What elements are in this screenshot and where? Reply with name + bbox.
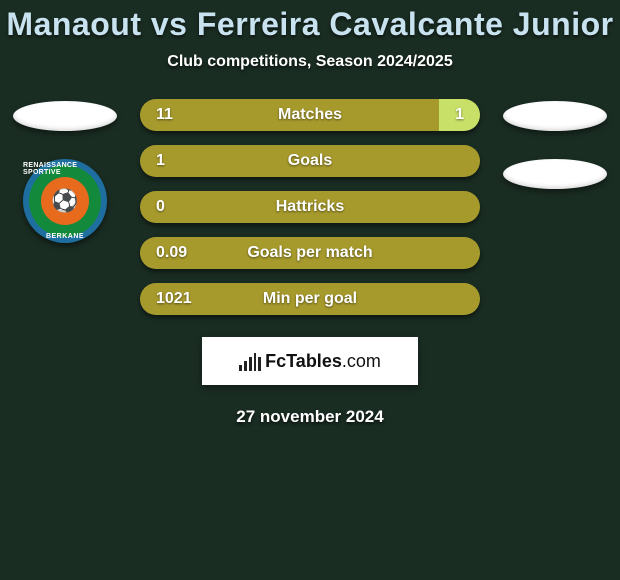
stat-bar: 0Hattricks [140,191,480,223]
stat-label: Hattricks [212,198,408,216]
date-text: 27 november 2024 [236,407,383,427]
barchart-icon-bar [254,353,257,371]
right-column [500,99,610,189]
barchart-icon-bar [244,361,247,371]
stat-value-left: 1 [140,152,212,170]
stat-bar: 0.09Goals per match [140,237,480,269]
stat-bar: 11Matches1 [140,99,480,131]
barchart-icon-bar [239,365,242,371]
page-title: Manaout vs Ferreira Cavalcante Junior [6,6,613,43]
stat-value-left: 0.09 [140,244,212,262]
stat-value-left: 0 [140,198,212,216]
left-club-crest: ⚽ RENAISSANCE SPORTIVE BERKANE [23,159,107,243]
stat-bars: 11Matches11Goals0Hattricks0.09Goals per … [140,99,480,315]
right-club-placeholder [503,159,607,189]
brand-tld: .com [342,351,381,371]
stat-value-right: 1 [408,106,480,124]
comparison-area: ⚽ RENAISSANCE SPORTIVE BERKANE 11Matches… [0,99,620,315]
stat-bar: 1Goals [140,145,480,177]
brand-text: FcTables.com [265,351,381,372]
stat-label: Min per goal [212,290,408,308]
left-column: ⚽ RENAISSANCE SPORTIVE BERKANE [10,99,120,243]
brand-box: FcTables.com [202,337,418,385]
content-root: Manaout vs Ferreira Cavalcante Junior Cl… [0,0,620,580]
stat-label: Goals per match [212,244,408,262]
left-player-placeholder [13,101,117,131]
barchart-icon-bar [249,357,252,371]
stat-value-left: 11 [140,106,212,124]
stat-label: Matches [212,106,408,124]
stat-bar: 1021Min per goal [140,283,480,315]
brand-name: FcTables [265,351,342,371]
stat-value-left: 1021 [140,290,212,308]
right-player-placeholder [503,101,607,131]
subtitle: Club competitions, Season 2024/2025 [167,53,452,71]
crest-text-bottom: BERKANE [23,159,107,243]
barchart-icon-bar [258,357,261,371]
barchart-icon [239,351,261,371]
stat-label: Goals [212,152,408,170]
